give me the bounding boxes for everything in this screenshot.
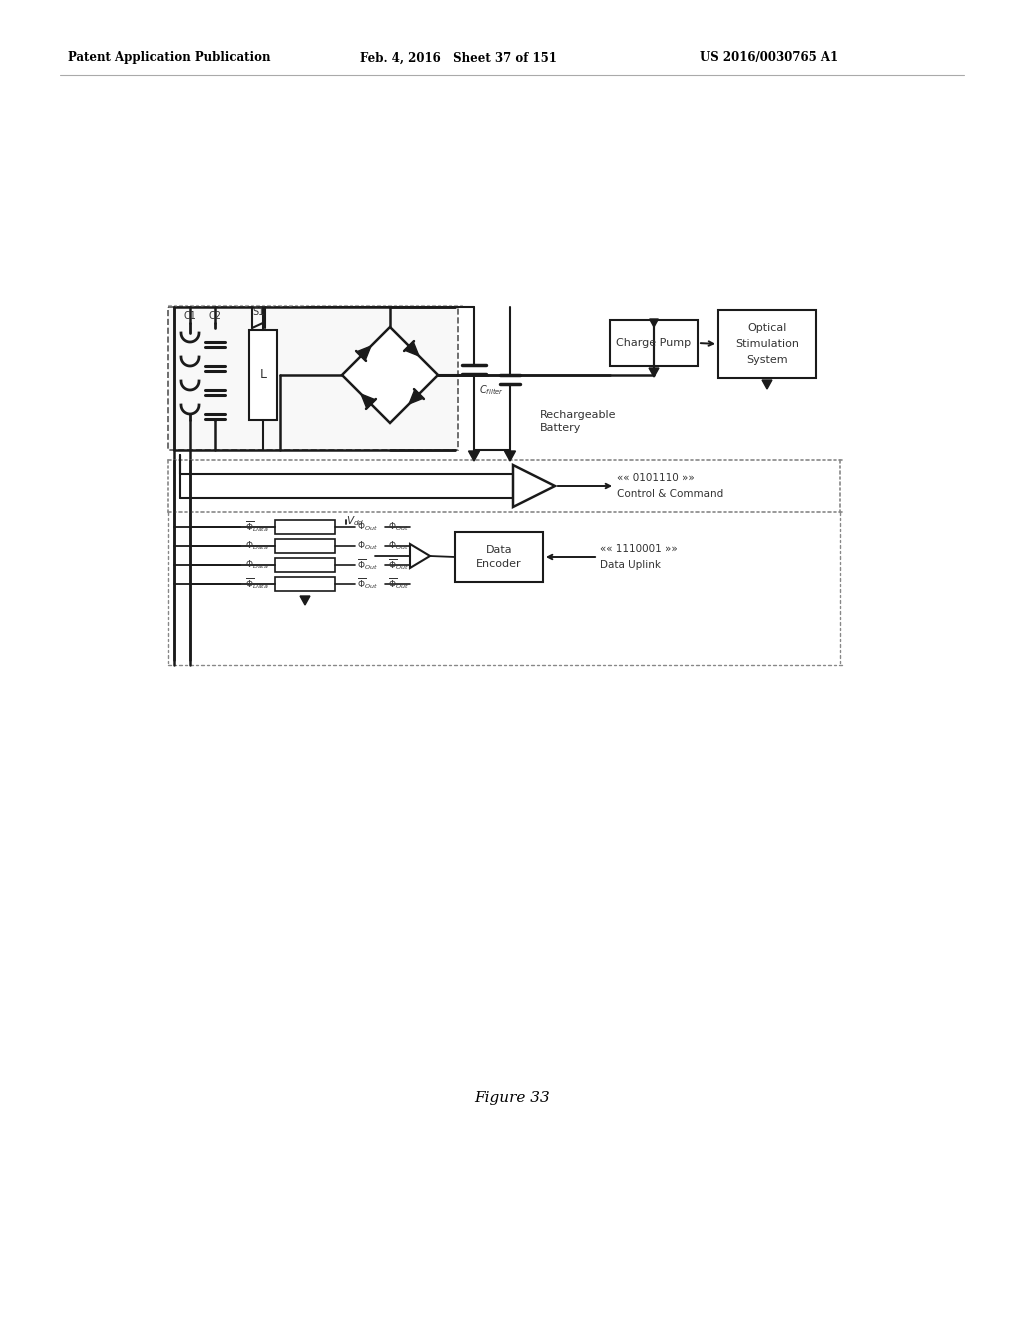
Text: Optical: Optical [748, 323, 786, 333]
Polygon shape [356, 346, 371, 360]
Text: $\Phi_{Out}$: $\Phi_{Out}$ [388, 521, 409, 533]
Text: $\Phi_{Out}$: $\Phi_{Out}$ [357, 521, 378, 533]
Bar [168, 308, 458, 450]
Text: Data: Data [485, 545, 512, 554]
Text: $C_{filter}$: $C_{filter}$ [479, 383, 504, 397]
Text: Stimulation: Stimulation [735, 339, 799, 348]
Text: US 2016/0030765 A1: US 2016/0030765 A1 [700, 51, 838, 65]
Text: Patent Application Publication: Patent Application Publication [68, 51, 270, 65]
Text: $\Phi_{Data}$: $\Phi_{Data}$ [245, 558, 269, 572]
Text: Battery: Battery [540, 422, 582, 433]
Polygon shape [649, 368, 659, 378]
Text: Rechargeable: Rechargeable [540, 411, 616, 420]
Text: $\overline{\Phi}_{Data}$: $\overline{\Phi}_{Data}$ [245, 520, 269, 535]
Text: $\Phi_{Out}$: $\Phi_{Out}$ [388, 540, 409, 552]
Text: C2: C2 [209, 312, 221, 321]
Text: $\overline{\Phi}_{Out}$: $\overline{\Phi}_{Out}$ [388, 557, 409, 573]
Bar [610, 319, 698, 366]
Text: System: System [746, 355, 787, 366]
Bar [275, 558, 335, 572]
Polygon shape [649, 319, 658, 327]
Polygon shape [404, 342, 419, 356]
Text: Figure 33: Figure 33 [474, 1092, 550, 1105]
Text: S1: S1 [252, 308, 264, 317]
Text: $\overline{\Phi}_{Data}$: $\overline{\Phi}_{Data}$ [245, 577, 269, 591]
Polygon shape [762, 380, 772, 389]
Polygon shape [361, 395, 375, 408]
Text: $\overline{\Phi}_{Out}$: $\overline{\Phi}_{Out}$ [388, 577, 409, 591]
Text: $\Phi_{Data}$: $\Phi_{Data}$ [245, 540, 269, 552]
Text: C1: C1 [183, 312, 197, 321]
Text: L: L [259, 368, 266, 381]
Text: Data Uplink: Data Uplink [600, 560, 662, 570]
Polygon shape [505, 451, 515, 461]
Text: $V_{dd}$: $V_{dd}$ [346, 513, 365, 528]
Polygon shape [342, 327, 438, 422]
Bar [249, 330, 278, 420]
Text: Control & Command: Control & Command [617, 488, 723, 499]
Bar [455, 532, 543, 582]
Text: Charge Pump: Charge Pump [616, 338, 691, 348]
Polygon shape [300, 597, 310, 605]
Text: $\overline{\Phi}_{Out}$: $\overline{\Phi}_{Out}$ [357, 577, 378, 591]
Bar [275, 520, 335, 535]
Text: $\Phi_{Out}$: $\Phi_{Out}$ [357, 540, 378, 552]
Polygon shape [469, 451, 479, 461]
Polygon shape [513, 465, 555, 507]
Text: Feb. 4, 2016   Sheet 37 of 151: Feb. 4, 2016 Sheet 37 of 151 [360, 51, 557, 65]
Text: «« 1110001 »»: «« 1110001 »» [600, 544, 678, 554]
Bar [275, 539, 335, 553]
Polygon shape [410, 544, 430, 568]
Text: «« 0101110 »»: «« 0101110 »» [617, 473, 694, 483]
Bar [275, 577, 335, 591]
Polygon shape [409, 389, 423, 404]
Text: Encoder: Encoder [476, 558, 522, 569]
Bar [718, 310, 816, 378]
Text: $\overline{\Phi}_{Out}$: $\overline{\Phi}_{Out}$ [357, 557, 378, 573]
